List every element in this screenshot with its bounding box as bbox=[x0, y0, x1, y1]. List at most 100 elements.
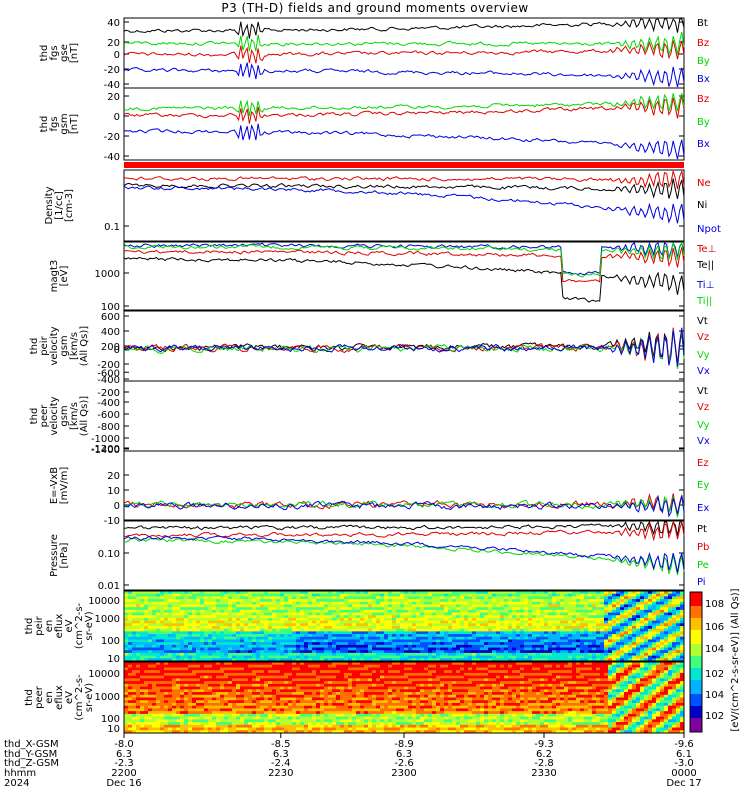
heatmap-cell bbox=[516, 626, 521, 630]
heatmap-cell bbox=[416, 601, 421, 605]
heatmap-cell bbox=[312, 617, 317, 622]
heatmap-cell bbox=[600, 647, 605, 651]
heatmap-cell bbox=[204, 711, 209, 715]
heatmap-cell bbox=[484, 652, 489, 657]
heatmap-cell bbox=[464, 626, 469, 630]
heatmap-cell bbox=[388, 599, 393, 603]
heatmap-cell bbox=[620, 631, 625, 635]
heatmap-cell bbox=[184, 591, 189, 595]
heatmap-cell bbox=[484, 623, 489, 627]
legend-entry: Ne bbox=[697, 178, 711, 189]
heatmap-cell bbox=[356, 658, 361, 662]
heatmap-cell bbox=[256, 662, 261, 666]
heatmap-cell bbox=[260, 644, 265, 649]
heatmap-cell bbox=[556, 591, 561, 595]
heatmap-cell bbox=[520, 655, 525, 659]
heatmap-cell bbox=[456, 604, 461, 608]
heatmap-cell bbox=[304, 609, 309, 614]
heatmap-cell bbox=[280, 730, 285, 734]
heatmap-cell bbox=[292, 711, 297, 715]
heatmap-cell bbox=[180, 689, 185, 693]
heatmap-cell bbox=[496, 615, 501, 619]
heatmap-cell bbox=[176, 601, 181, 605]
series-line-Ne bbox=[123, 170, 685, 190]
heatmap-cell bbox=[284, 650, 289, 654]
heatmap-cell bbox=[284, 667, 289, 671]
heatmap-cell bbox=[292, 705, 297, 709]
heatmap-cell bbox=[488, 639, 493, 643]
heatmap-cell bbox=[520, 642, 525, 646]
heatmap-cell bbox=[244, 593, 249, 597]
heatmap-cell bbox=[248, 634, 253, 638]
heatmap-cell bbox=[188, 711, 193, 715]
heatmap-cell bbox=[440, 634, 445, 638]
heatmap-cell bbox=[280, 647, 285, 651]
heatmap-cell bbox=[172, 722, 177, 726]
heatmap-cell bbox=[376, 623, 381, 627]
y-tick-label: -800 bbox=[97, 422, 120, 433]
heatmap-cell bbox=[168, 593, 173, 597]
heatmap-cell bbox=[508, 634, 513, 638]
heatmap-cell bbox=[244, 647, 249, 651]
heatmap-cell bbox=[356, 612, 361, 616]
heatmap-cell bbox=[536, 650, 541, 654]
heatmap-cell bbox=[240, 626, 245, 630]
y-tick-label: 400 bbox=[101, 327, 120, 338]
heatmap-cell bbox=[596, 612, 601, 616]
heatmap-cell bbox=[184, 727, 189, 731]
heatmap-cell bbox=[228, 700, 233, 704]
heatmap-cell bbox=[340, 644, 345, 649]
heatmap-cell bbox=[192, 713, 197, 718]
heatmap-cell bbox=[200, 700, 205, 704]
heatmap-cell bbox=[252, 667, 257, 671]
y-axis-label: thd bbox=[24, 618, 35, 635]
heatmap-cell bbox=[368, 615, 373, 619]
heatmap-cell bbox=[412, 612, 417, 616]
heatmap-cell bbox=[300, 644, 305, 649]
heatmap-cell bbox=[472, 612, 477, 616]
y-axis-label: [eV] bbox=[59, 266, 70, 287]
heatmap-cell bbox=[592, 599, 597, 603]
heatmap-cell bbox=[524, 604, 529, 608]
heatmap-cell bbox=[284, 612, 289, 616]
heatmap-cell bbox=[156, 686, 161, 690]
heatmap-cell bbox=[404, 591, 409, 595]
heatmap-cell bbox=[240, 631, 245, 635]
heatmap-cell bbox=[664, 615, 669, 619]
heatmap-cell bbox=[680, 601, 685, 605]
heatmap-cell bbox=[656, 593, 661, 597]
heatmap-cell bbox=[172, 727, 177, 731]
heatmap-cell bbox=[580, 612, 585, 616]
heatmap-cell bbox=[284, 702, 289, 707]
heatmap-cell bbox=[356, 599, 361, 603]
heatmap-cell bbox=[228, 620, 233, 624]
heatmap-cell bbox=[208, 692, 213, 696]
heatmap-cell bbox=[184, 675, 189, 679]
heatmap-cell bbox=[488, 601, 493, 605]
heatmap-cell bbox=[420, 599, 425, 603]
heatmap-cell bbox=[276, 713, 281, 718]
heatmap-cell bbox=[236, 596, 241, 600]
heatmap-cell bbox=[372, 596, 377, 600]
heatmap-cell bbox=[408, 647, 413, 651]
heatmap-cell bbox=[160, 689, 165, 693]
heatmap-cell bbox=[672, 626, 677, 630]
heatmap-cell bbox=[128, 634, 133, 638]
heatmap-cell bbox=[488, 604, 493, 608]
heatmap-cell bbox=[476, 647, 481, 651]
heatmap-cell bbox=[252, 591, 257, 595]
heatmap-cell bbox=[576, 652, 581, 657]
heatmap-cell bbox=[668, 626, 673, 630]
heatmap-cell bbox=[344, 634, 349, 638]
heatmap-cell bbox=[228, 722, 233, 726]
heatmap-cell bbox=[368, 604, 373, 608]
heatmap-cell bbox=[596, 647, 601, 651]
heatmap-cell bbox=[272, 705, 277, 709]
heatmap-cell bbox=[288, 719, 293, 723]
heatmap-cell bbox=[448, 658, 453, 662]
heatmap-cell bbox=[224, 628, 229, 632]
heatmap-cell bbox=[252, 647, 257, 651]
heatmap-cell bbox=[532, 623, 537, 627]
heatmap-cell bbox=[256, 609, 261, 614]
heatmap-cell bbox=[468, 591, 473, 595]
